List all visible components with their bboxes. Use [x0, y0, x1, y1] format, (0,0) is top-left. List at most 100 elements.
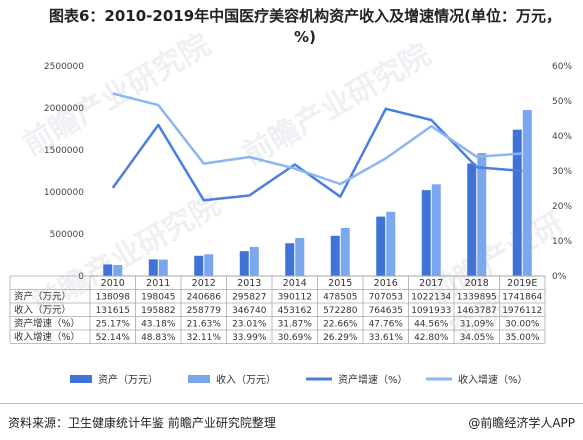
- table-cell: 31.09%: [460, 320, 495, 330]
- table-cell: 47.76%: [369, 320, 404, 330]
- line-revenue-growth: [112, 92, 523, 186]
- x-axis-tick-label: 2017: [419, 278, 443, 289]
- legend-label: 收入增速（%）: [458, 373, 528, 386]
- bar-assets: [285, 243, 295, 276]
- table-row-label: 资产（万元）: [14, 291, 71, 303]
- table-cell: 34.05%: [460, 333, 495, 343]
- table-cell: 30.69%: [278, 333, 313, 343]
- bar-assets: [148, 259, 158, 276]
- legend-label: 资产增速（%）: [338, 373, 408, 386]
- bar-assets: [421, 190, 431, 276]
- bar-revenue: [386, 211, 396, 276]
- table-cell: 42.80%: [414, 333, 449, 343]
- bar-revenue: [477, 153, 487, 276]
- left-axis-tick-label: 2000000: [44, 104, 84, 114]
- table-cell: 1463787: [457, 306, 497, 316]
- right-axis-tick-label: 20%: [552, 202, 572, 212]
- table-cell: 1339895: [457, 293, 497, 303]
- right-axis-tick-label: 40%: [552, 132, 572, 142]
- table-cell: 25.17%: [96, 320, 131, 330]
- bar-revenue: [522, 110, 532, 276]
- right-axis-tick-label: 50%: [552, 97, 572, 107]
- bar-revenue: [340, 227, 350, 276]
- legend-label: 资产（万元）: [98, 373, 158, 386]
- table-cell: 1091933: [411, 306, 451, 316]
- left-axis-tick-label: 500000: [50, 230, 85, 240]
- x-axis-tick-label: 2013: [237, 278, 261, 289]
- table-cell: 26.29%: [323, 333, 358, 343]
- x-axis-tick-label: 2019E: [507, 278, 537, 289]
- table-cell: 22.66%: [323, 320, 358, 330]
- bar-revenue: [158, 259, 168, 276]
- table-cell: 258779: [187, 306, 222, 316]
- table-cell: 1022134: [411, 293, 451, 303]
- bar-revenue: [249, 246, 259, 276]
- table-cell: 764635: [369, 306, 403, 316]
- left-axis-tick-label: 2500000: [44, 62, 84, 72]
- table-cell: 44.56%: [414, 320, 449, 330]
- table-cell: 21.63%: [187, 320, 222, 330]
- table-cell: 31.87%: [278, 320, 313, 330]
- chart-svg: 0 500000 1000000 1500000 2000000 2500000 0% 10%…: [9, 62, 572, 386]
- table-cell: 33.61%: [369, 333, 404, 343]
- table-cell: 453162: [278, 306, 312, 316]
- bar-revenue: [204, 254, 214, 276]
- source-note: 资料来源：卫生健康统计年鉴 前瞻产业研究院整理: [8, 416, 276, 430]
- table-row-label: 收入（万元）: [14, 304, 71, 316]
- left-axis-tick-label: 0: [78, 272, 84, 282]
- x-axis-tick-label: 2015: [328, 278, 352, 289]
- table-cell: 43.18%: [141, 320, 176, 330]
- bar-assets: [512, 129, 522, 276]
- table-cell: 1741864: [502, 293, 542, 303]
- legend-swatch: [188, 375, 210, 383]
- table-cell: 48.83%: [141, 333, 176, 343]
- x-axis-tick-label: 2018: [465, 278, 489, 289]
- right-axis-tick-label: 60%: [552, 62, 572, 72]
- bar-assets: [239, 251, 249, 276]
- chart-title: 图表6：2010-2019年中国医疗美容机构资产收入及增速情况(单位：万元，%): [48, 7, 562, 46]
- bar-assets: [330, 235, 340, 276]
- table-cell: 35.00%: [505, 333, 540, 343]
- right-axis-tick-label: 10%: [552, 237, 572, 247]
- table-cell: 23.01%: [232, 320, 267, 330]
- table-cell: 131615: [96, 306, 130, 316]
- table-cell: 30.00%: [505, 320, 540, 330]
- x-axis-tick-label: 2010: [101, 278, 125, 289]
- bar-assets: [376, 216, 386, 276]
- table-cell: 32.11%: [187, 333, 222, 343]
- bar-revenue: [295, 237, 305, 276]
- x-axis-tick-label: 2011: [146, 278, 170, 289]
- x-axis-tick-label: 2016: [374, 278, 398, 289]
- legend-swatch: [70, 375, 92, 383]
- table-cell: 707053: [369, 293, 403, 303]
- table-cell: 198045: [141, 293, 175, 303]
- table-cell: 33.99%: [232, 333, 267, 343]
- table-row-label: 收入增速（%）: [14, 331, 80, 343]
- table-row-label: 资产增速（%）: [14, 318, 80, 330]
- table-cell: 346740: [232, 306, 267, 316]
- table-cell: 478505: [323, 293, 357, 303]
- table-cell: 195882: [141, 306, 175, 316]
- table-cell: 1976112: [502, 306, 542, 316]
- table-cell: 295827: [232, 293, 266, 303]
- bar-revenue: [431, 184, 441, 276]
- right-axis-tick-label: 0%: [552, 272, 567, 282]
- left-axis-tick-label: 1500000: [44, 146, 84, 156]
- bar-revenue: [113, 264, 123, 276]
- line-assets-growth: [111, 107, 523, 202]
- left-axis-tick-label: 1000000: [44, 188, 84, 198]
- bar-assets: [103, 264, 113, 276]
- bar-assets: [467, 163, 477, 276]
- x-axis-tick-label: 2012: [192, 278, 216, 289]
- table-cell: 390112: [278, 293, 312, 303]
- right-axis-tick-label: 30%: [552, 167, 572, 177]
- bar-assets: [194, 255, 204, 276]
- table-cell: 240686: [187, 293, 222, 303]
- brand-credit: @前瞻经济学人APP: [468, 416, 575, 430]
- footer: 资料来源：卫生健康统计年鉴 前瞻产业研究院整理 @前瞻经济学人APP: [0, 403, 583, 440]
- table-cell: 138098: [96, 293, 131, 303]
- legend-label: 收入（万元）: [216, 373, 276, 386]
- table-cell: 572280: [323, 306, 358, 316]
- x-axis-tick-label: 2014: [283, 278, 307, 289]
- table-cell: 52.14%: [96, 333, 131, 343]
